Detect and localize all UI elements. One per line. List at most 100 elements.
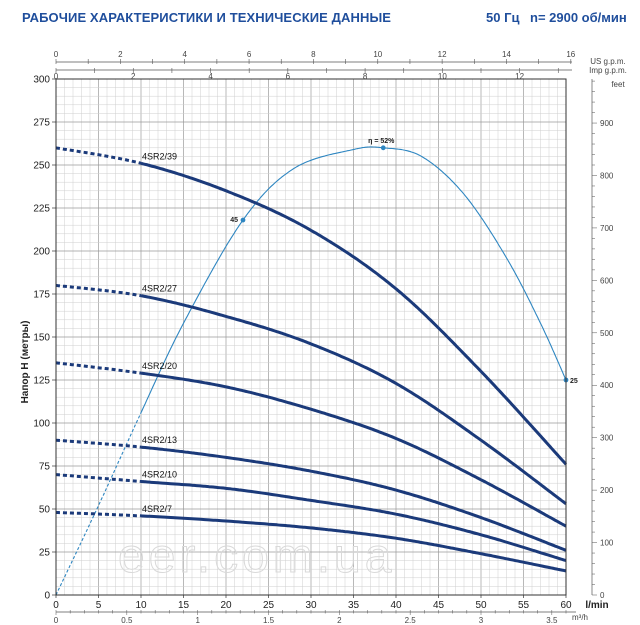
pump-curve-line <box>140 294 567 506</box>
imp-gpm-tick-label: 2 <box>131 72 136 81</box>
pump-curve-label: 4SR2/39 <box>142 151 177 161</box>
x-tick-label: 40 <box>390 600 402 611</box>
axes <box>52 59 597 615</box>
pump-curve-dashed <box>55 510 142 518</box>
x-tick-label: 20 <box>220 600 232 611</box>
us-gpm-tick-label: 6 <box>247 50 252 59</box>
y-tick-label: 225 <box>33 204 50 215</box>
y-tick-label: 250 <box>33 161 50 172</box>
y-tick-label: 25 <box>39 548 51 559</box>
m3h-tick-label: 3.5 <box>546 616 558 625</box>
x-tick-label: 25 <box>263 600 275 611</box>
efficiency-point <box>240 217 246 223</box>
pump-curve-dashed <box>55 146 142 165</box>
y-tick-label: 175 <box>33 290 50 301</box>
pump-curve-dashed <box>55 283 142 298</box>
imp-gpm-tick-label: 0 <box>54 72 59 81</box>
x-tick-label: 10 <box>135 600 147 611</box>
m3h-tick-label: 0 <box>54 616 59 625</box>
x-tick-label: 15 <box>178 600 190 611</box>
pump-curve-label: 4SR2/20 <box>142 361 177 371</box>
us-gpm-tick-label: 2 <box>118 50 123 59</box>
y-tick-label: 0 <box>44 591 50 602</box>
x-tick-label: 50 <box>475 600 487 611</box>
x-tick-label: 60 <box>560 600 572 611</box>
y-tick-label: 75 <box>39 462 51 473</box>
feet-tick-label: 100 <box>600 539 614 548</box>
feet-tick-label: 600 <box>600 276 614 285</box>
efficiency-point-label: 25 <box>570 378 578 385</box>
feet-tick-label: 200 <box>600 486 614 495</box>
x-tick-label: 45 <box>433 600 445 611</box>
frequency-label: 50 Гц <box>486 10 520 25</box>
pump-curve-line <box>140 161 568 466</box>
page-title: РАБОЧИЕ ХАРАКТЕРИСТИКИ И ТЕХНИЧЕСКИЕ ДАН… <box>22 10 392 25</box>
m3h-tick-label: 2 <box>337 616 342 625</box>
us-gpm-tick-label: 16 <box>566 50 575 59</box>
m3h-tick-label: 1 <box>195 616 200 625</box>
efficiency-point <box>380 145 386 151</box>
x-tick-label: 30 <box>305 600 317 611</box>
pump-curve-dashed <box>55 473 142 483</box>
pump-curve-dashed <box>55 361 142 375</box>
us-gpm-tick-label: 8 <box>311 50 316 59</box>
x-tick-label: 5 <box>96 600 102 611</box>
feet-tick-label: 0 <box>600 591 605 600</box>
y-tick-label: 150 <box>33 333 50 344</box>
us-gpm-tick-label: 4 <box>182 50 187 59</box>
pump-curves <box>55 146 568 573</box>
y-tick-label: 200 <box>33 247 50 258</box>
efficiency-curve-dashed <box>55 412 142 596</box>
imp-gpm-unit: Imp g.p.m. <box>589 66 627 75</box>
pump-curve-line <box>140 480 567 563</box>
imp-gpm-tick-label: 10 <box>438 72 447 81</box>
watermark: eer.com.ua <box>118 530 395 584</box>
m3h-tick-label: 3 <box>479 616 484 625</box>
pump-curve-label: 4SR2/10 <box>142 469 177 479</box>
watermark-text: eer.com.ua <box>118 530 395 583</box>
pump-curve-line <box>140 514 567 573</box>
efficiency-max-label: η = 52% <box>368 138 395 145</box>
speed-label: n= 2900 об/мин <box>530 10 627 25</box>
pump-curve-label: 4SR2/27 <box>142 284 177 294</box>
us-gpm-tick-label: 12 <box>438 50 447 59</box>
feet-tick-label: 800 <box>600 171 614 180</box>
grid <box>55 78 567 596</box>
y-tick-label: 50 <box>39 505 51 516</box>
pump-curve-line <box>140 445 567 552</box>
us-gpm-tick-label: 0 <box>54 50 59 59</box>
m3h-tick-label: 2.5 <box>405 616 417 625</box>
y-axis-title: Напор H (метры) <box>20 321 31 404</box>
imp-gpm-tick-label: 4 <box>208 72 213 81</box>
us-gpm-tick-label: 14 <box>502 50 511 59</box>
imp-gpm-tick-label: 12 <box>515 72 524 81</box>
y-tick-label: 275 <box>33 118 50 129</box>
feet-tick-label: 700 <box>600 224 614 233</box>
feet-tick-label: 400 <box>600 381 614 390</box>
us-gpm-unit: US g.p.m. <box>590 57 626 66</box>
feet-tick-label: 500 <box>600 329 614 338</box>
efficiency-curve <box>55 145 569 596</box>
pump-curve-dashed <box>55 438 142 449</box>
x-tick-label: 0 <box>53 600 59 611</box>
m3h-tick-label: 1.5 <box>263 616 275 625</box>
m3h-unit: m³/h <box>572 613 588 622</box>
efficiency-point-label: 45 <box>230 217 238 224</box>
imp-gpm-tick-label: 8 <box>363 72 368 81</box>
y-tick-label: 125 <box>33 376 50 387</box>
feet-tick-label: 300 <box>600 434 614 443</box>
feet-tick-label: 900 <box>600 119 614 128</box>
imp-gpm-tick-label: 6 <box>286 72 291 81</box>
feet-unit: feet <box>611 80 625 89</box>
y-tick-label: 100 <box>33 419 50 430</box>
y-tick-label: 300 <box>33 75 50 86</box>
x-unit: l/min <box>585 600 608 611</box>
x-tick-label: 55 <box>518 600 530 611</box>
pump-curve-label: 4SR2/7 <box>142 504 172 514</box>
m3h-tick-label: 0.5 <box>121 616 133 625</box>
pump-curve-label: 4SR2/13 <box>142 435 177 445</box>
us-gpm-tick-label: 10 <box>373 50 382 59</box>
x-tick-label: 35 <box>348 600 360 611</box>
